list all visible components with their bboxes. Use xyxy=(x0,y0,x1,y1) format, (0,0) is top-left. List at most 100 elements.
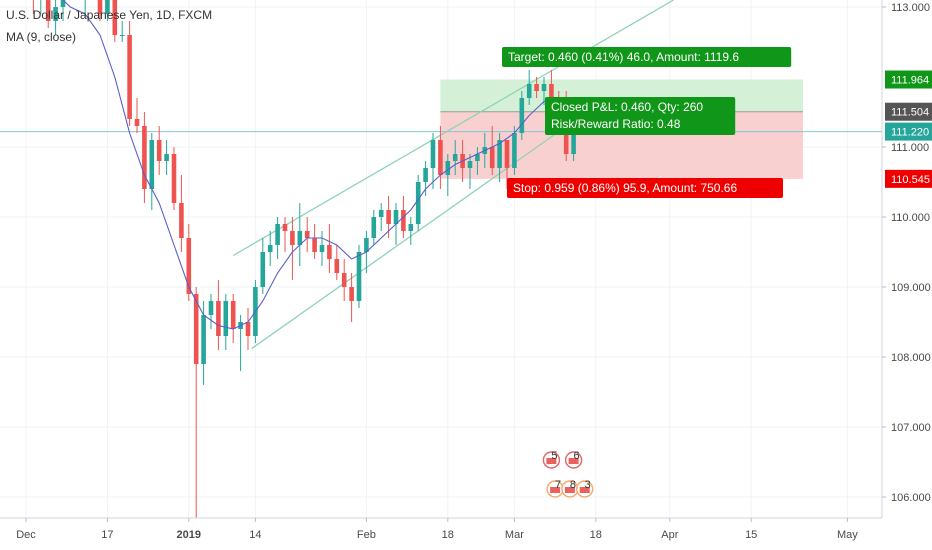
price-label-text: 111.964 xyxy=(891,75,929,87)
candle xyxy=(142,112,147,203)
price-label-bg[interactable] xyxy=(885,102,932,121)
event-markers[interactable]: 5 6 7 8 3 xyxy=(542,450,594,498)
event-marker[interactable]: 7 xyxy=(546,479,564,498)
candle xyxy=(216,280,221,350)
candle-body xyxy=(134,119,140,126)
candle xyxy=(371,210,377,245)
position-annotations[interactable]: Target: 0.460 (0.41%) 46.0, Amount: 1119… xyxy=(502,47,792,198)
price-label[interactable]: 111.220 xyxy=(885,122,932,141)
candle-body xyxy=(282,224,288,231)
candle-body xyxy=(312,238,317,252)
time-tick-label: 15 xyxy=(745,529,757,541)
price-label-bg[interactable] xyxy=(885,169,932,188)
candle-body xyxy=(97,0,103,14)
candle-body xyxy=(142,126,147,189)
candle-body xyxy=(341,273,347,287)
closed-pnl-box[interactable]: Closed P&L: 0.460, Qty: 260 Risk/Reward R… xyxy=(545,97,736,135)
candle-body xyxy=(415,182,421,224)
candle-body xyxy=(201,315,206,364)
candle-body xyxy=(541,84,547,91)
candle-body xyxy=(549,84,554,105)
event-count: 3 xyxy=(585,479,591,491)
price-axis-bg[interactable] xyxy=(882,0,932,550)
closed-pnl-text: Closed P&L: 0.460, Qty: 260 xyxy=(551,100,703,114)
candle xyxy=(341,259,347,301)
candle xyxy=(290,217,295,280)
candle-body xyxy=(216,301,221,336)
candle xyxy=(519,91,525,140)
candle-body xyxy=(430,140,436,168)
time-tick-label: Mar xyxy=(505,529,524,541)
candle xyxy=(304,217,310,252)
flag-icon xyxy=(579,487,590,493)
candle-body xyxy=(445,161,451,175)
price-tick-label: 108.000 xyxy=(891,352,931,364)
candle-body xyxy=(497,140,502,168)
event-count: 5 xyxy=(551,450,557,462)
price-tick-label: 110.000 xyxy=(891,212,930,224)
event-marker[interactable]: 6 xyxy=(564,450,583,469)
candle xyxy=(84,0,86,14)
candle-body xyxy=(45,0,51,21)
candle-body xyxy=(386,210,391,224)
candle-body xyxy=(319,245,325,252)
candle-body xyxy=(179,203,184,238)
event-marker[interactable]: 8 xyxy=(561,479,579,498)
candle xyxy=(541,77,547,105)
candle xyxy=(156,126,162,175)
candle xyxy=(260,238,266,294)
candle xyxy=(230,294,236,343)
candle xyxy=(40,0,42,14)
candle xyxy=(475,147,480,175)
price-label-text: 111.504 xyxy=(891,107,929,119)
target-label-bg[interactable] xyxy=(502,47,792,67)
candle-body xyxy=(297,231,303,245)
candle-body xyxy=(356,252,362,301)
candle xyxy=(134,98,140,133)
candle-body xyxy=(208,301,214,315)
candle xyxy=(349,273,354,322)
stop-label[interactable]: Stop: 0.959 (0.86%) 95.9, Amount: 750.66 xyxy=(507,178,783,198)
candle xyxy=(223,294,229,350)
indicator-legend[interactable]: MA (9, close) xyxy=(6,30,77,44)
time-axis-bg[interactable] xyxy=(0,518,932,550)
channel-upper-line[interactable] xyxy=(232,0,674,257)
candle-body xyxy=(408,224,414,231)
candle xyxy=(208,294,214,329)
chart-title: U.S. Dollar / Japanese Yen, 1D, FXCM xyxy=(6,8,213,22)
candle xyxy=(119,21,125,42)
candle xyxy=(489,126,495,175)
candle xyxy=(327,224,332,273)
flag-icon xyxy=(546,458,557,464)
price-label[interactable]: 110.545 xyxy=(885,169,932,188)
candle xyxy=(430,133,436,189)
ma-line xyxy=(62,0,574,330)
candle xyxy=(201,301,206,385)
price-label-text: 110.545 xyxy=(891,174,930,186)
time-tick-label: Feb xyxy=(357,529,376,541)
price-label[interactable]: 111.504 xyxy=(885,102,932,121)
candle-body xyxy=(127,35,132,119)
candle xyxy=(534,77,539,98)
price-label-bg[interactable] xyxy=(885,70,932,89)
closed-pnl-bg[interactable] xyxy=(545,97,736,135)
candle-body xyxy=(512,133,517,168)
price-tick-label: 109.000 xyxy=(891,282,931,294)
price-label[interactable]: 111.964 xyxy=(885,70,932,89)
price-label-bg[interactable] xyxy=(885,122,932,141)
event-marker[interactable]: 5 xyxy=(542,450,561,469)
target-label[interactable]: Target: 0.460 (0.41%) 46.0, Amount: 1119… xyxy=(502,47,792,67)
candle xyxy=(171,147,177,210)
candle-body xyxy=(571,133,576,154)
candle-body xyxy=(156,140,162,161)
event-marker[interactable]: 3 xyxy=(576,479,594,498)
candle-body xyxy=(467,161,473,168)
event-count: 8 xyxy=(570,479,576,491)
candle-body xyxy=(364,238,369,252)
time-tick-label: 18 xyxy=(590,529,602,541)
candle-body xyxy=(423,168,428,182)
candle-body xyxy=(327,245,332,259)
stop-label-bg[interactable] xyxy=(507,178,783,198)
